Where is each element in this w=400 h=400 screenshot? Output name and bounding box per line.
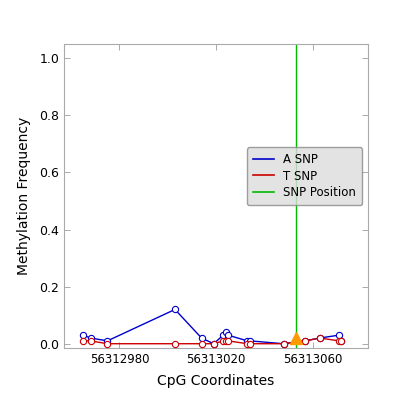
X-axis label: CpG Coordinates: CpG Coordinates: [157, 374, 275, 388]
Y-axis label: Methylation Frequency: Methylation Frequency: [17, 117, 31, 275]
Legend: A SNP, T SNP, SNP Position: A SNP, T SNP, SNP Position: [247, 147, 362, 205]
